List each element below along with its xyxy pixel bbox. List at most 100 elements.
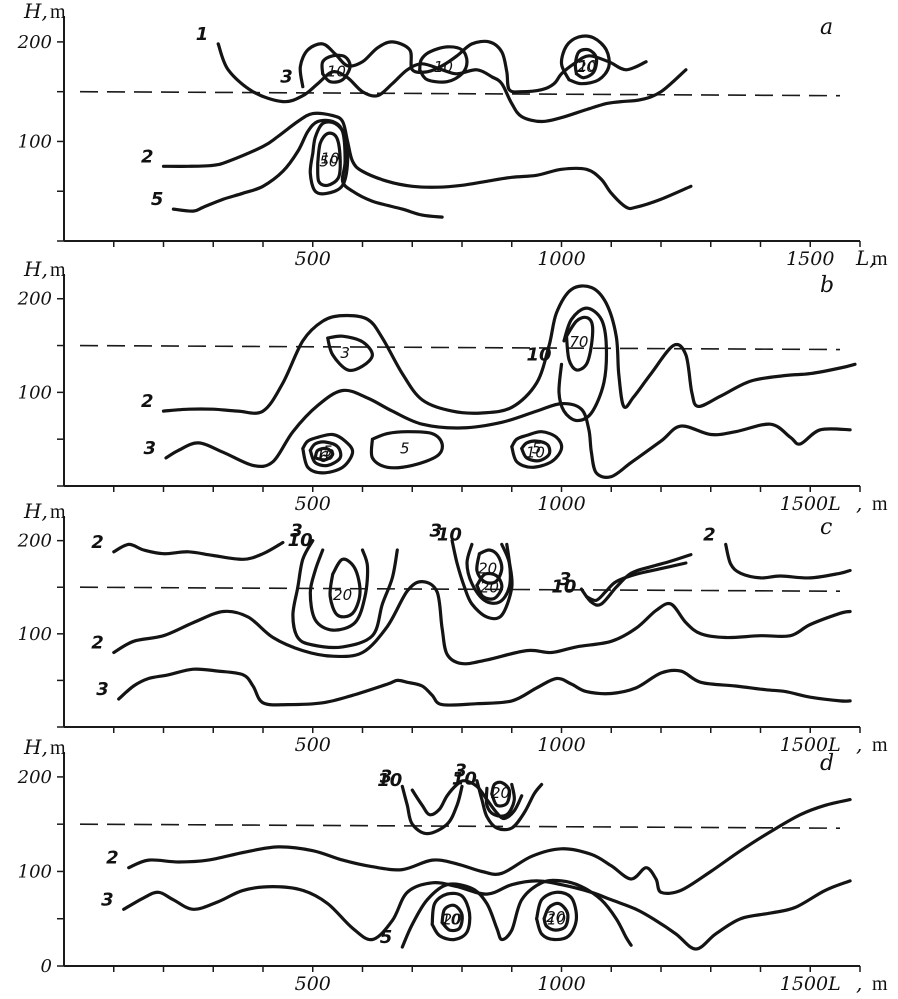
contour-label: 5 <box>151 189 164 210</box>
contour-label: 10 <box>526 344 551 365</box>
contour-line-10 <box>308 440 343 468</box>
contour-line-3 <box>326 334 374 373</box>
contour-line-3 <box>579 553 693 607</box>
contour-label: 10 <box>526 443 545 461</box>
contour-line-20 <box>542 901 570 932</box>
contour-label: 10 <box>321 149 340 167</box>
contour-label: 20 <box>480 578 499 596</box>
contour-line-10 <box>308 548 370 632</box>
contour-line-10 <box>410 779 524 821</box>
contour-label: 3 <box>559 569 572 590</box>
y-axis-unit: m <box>50 259 66 281</box>
contour-line-6 <box>313 446 335 462</box>
y-tick-label: 100 <box>18 861 52 882</box>
x-tick-label: 1500 <box>786 248 834 270</box>
x-axis-unit: m <box>872 973 888 995</box>
y-axis-title: H, <box>23 735 48 759</box>
contour-line-5 <box>301 432 355 475</box>
x-tick-label: 1500L <box>780 973 841 995</box>
contour-label: 2 <box>91 632 104 653</box>
contour-line-3 <box>298 39 648 94</box>
contour-line-5 <box>171 118 444 219</box>
y-tick-label: 200 <box>17 531 52 552</box>
contour-label: 20 <box>333 586 352 604</box>
panel-label: a <box>820 15 833 40</box>
x-tick-label: 500 <box>295 248 331 270</box>
contour-line-5 <box>369 430 444 470</box>
contour-line-20 <box>328 557 362 619</box>
contour-line-3 <box>400 784 464 836</box>
y-tick-label: 100 <box>18 624 52 645</box>
contour-label: 70 <box>569 333 588 351</box>
x-tick-label: 500 <box>295 493 331 515</box>
y-tick-label: 0 <box>41 956 52 977</box>
y-tick-label: 200 <box>17 32 52 53</box>
contour-label: 10 <box>452 768 477 789</box>
x-axis-unit: m <box>872 734 888 756</box>
y-tick-label: 100 <box>18 131 52 152</box>
contour-line-2 <box>161 284 857 415</box>
contour-line-20 <box>475 571 504 601</box>
contour-line-2 <box>127 798 852 895</box>
x-tick-label: 1500L <box>780 493 841 515</box>
x-tick-label: 1000 <box>537 248 585 270</box>
y-axis-unit: m <box>50 501 66 523</box>
contour-label: 10 <box>441 911 460 929</box>
contour-label: 10 <box>578 57 597 75</box>
x-tick-label: 1500L <box>780 734 841 756</box>
contour-label: 50 <box>319 152 338 170</box>
contour-label: 3 <box>96 679 109 700</box>
contour-label: 2 <box>141 146 154 167</box>
contour-line-3 <box>122 879 852 951</box>
reference-height-line <box>79 823 841 829</box>
x-axis-title: , <box>856 491 862 515</box>
contour-label: 2 <box>141 391 154 412</box>
contour-label: 5 <box>532 440 542 458</box>
contour-line-50 <box>316 131 342 188</box>
contour-line-10 <box>557 306 609 423</box>
contour-line-10 <box>584 561 688 603</box>
y-axis-title: H, <box>23 0 48 23</box>
contour-line-10 <box>559 34 611 86</box>
contour-label: 2 <box>91 532 104 553</box>
contour-line-10 <box>465 542 512 605</box>
y-axis-unit: m <box>50 1 66 23</box>
contour-line-1 <box>216 42 688 124</box>
contour-line-5 <box>510 430 564 469</box>
contour-label: 5 <box>380 927 393 948</box>
contour-line-3 <box>291 539 399 650</box>
contour-label: 3 <box>340 344 350 362</box>
contour-label: 20 <box>577 58 596 76</box>
y-tick-label: 100 <box>18 382 52 403</box>
y-axis-title: H, <box>23 257 48 281</box>
contour-line-10 <box>418 45 469 84</box>
reference-height-line <box>79 586 841 593</box>
reference-height-line <box>79 90 841 97</box>
y-tick-label: 200 <box>17 767 52 788</box>
contour-line-10 <box>484 782 516 818</box>
contour-label: 3 <box>101 889 114 910</box>
x-axis-title: , <box>856 971 862 995</box>
contour-label: 10 <box>327 62 346 80</box>
x-axis-unit: m <box>872 493 888 515</box>
contour-label: 10 <box>288 530 313 551</box>
panel-label: b <box>820 273 834 298</box>
contour-label: 1 <box>196 24 209 45</box>
contour-label: 3 <box>143 438 156 459</box>
contour-line-20 <box>475 548 504 585</box>
contour-line-3 <box>475 779 544 832</box>
reference-height-line <box>79 344 841 351</box>
contour-label: 3 <box>290 521 303 542</box>
y-axis-title: H, <box>23 499 48 523</box>
contour-label: 5 <box>323 442 333 460</box>
x-tick-label: 1000 <box>537 973 585 995</box>
contour-line-10 <box>535 890 579 942</box>
contour-line-10 <box>308 120 350 196</box>
contour-line-20 <box>573 47 599 80</box>
contour-line-2 <box>112 540 285 561</box>
contour-label: 10 <box>437 524 462 545</box>
